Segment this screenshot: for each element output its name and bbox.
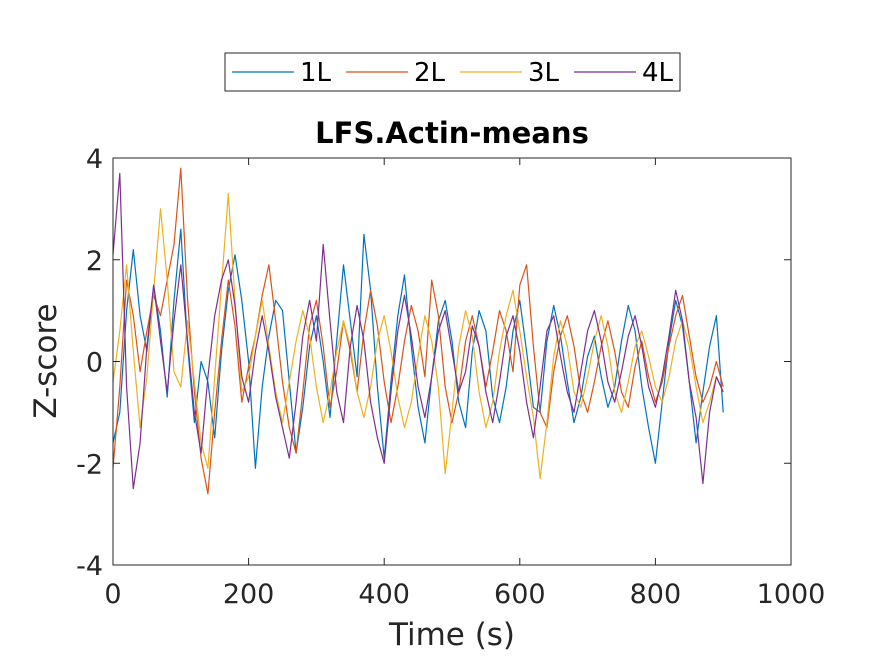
plot-area [113,158,791,565]
y-tick-label: -2 [76,449,103,480]
x-axis: 0 200 400 600 800 1000 [104,158,825,610]
x-axis-label: Time (s) [388,617,515,653]
y-tick-label: 0 [86,348,103,379]
y-axis-label: Z-score [28,303,64,418]
chart-title: LFS.Actin-means [315,116,589,150]
legend-label-4L: 4L [642,58,674,88]
legend-label-3L: 3L [528,58,560,88]
series-line-3L [112,193,724,480]
x-tick-label: 800 [630,579,682,610]
y-axis: -4 -2 0 2 4 [76,144,791,582]
legend-label-2L: 2L [414,58,446,88]
legend: 1L 2L 3L 4L [224,52,681,92]
y-tick-label: -4 [76,551,103,582]
series-layer [112,167,724,495]
y-tick-label: 2 [86,246,103,277]
series-line-2L [112,167,724,495]
y-tick-label: 4 [86,144,103,175]
x-tick-label: 400 [358,579,410,610]
x-tick-label: 0 [104,579,121,610]
series-line-1L [112,228,724,469]
x-tick-label: 600 [494,579,546,610]
x-tick-label: 200 [223,579,275,610]
series-line-4L [112,172,724,490]
x-tick-label: 1000 [757,579,826,610]
legend-label-1L: 1L [300,58,332,88]
